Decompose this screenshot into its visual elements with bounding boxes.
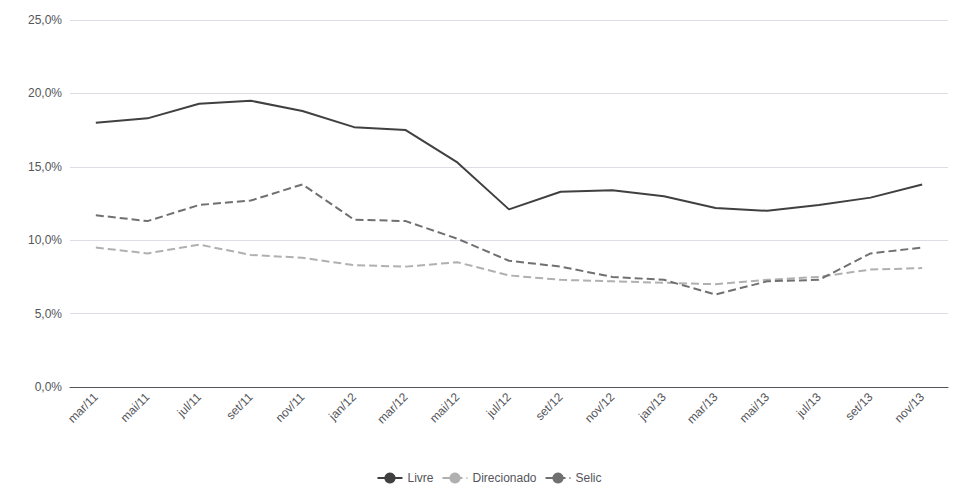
svg-text:jul/13: jul/13 <box>793 390 824 421</box>
svg-text:mar/12: mar/12 <box>374 390 411 427</box>
svg-text:20,0%: 20,0% <box>28 86 62 100</box>
svg-text:Livre: Livre <box>407 471 433 485</box>
svg-text:set/11: set/11 <box>223 390 256 423</box>
svg-text:10,0%: 10,0% <box>28 233 62 247</box>
svg-text:jul/12: jul/12 <box>483 390 514 421</box>
svg-text:nov/13: nov/13 <box>892 390 928 426</box>
svg-text:15,0%: 15,0% <box>28 160 62 174</box>
svg-text:mai/12: mai/12 <box>427 390 463 426</box>
svg-text:mar/13: mar/13 <box>684 390 721 427</box>
svg-text:Selic: Selic <box>576 471 602 485</box>
svg-text:5,0%: 5,0% <box>35 307 63 321</box>
svg-text:mar/11: mar/11 <box>65 390 101 426</box>
svg-text:jul/11: jul/11 <box>174 390 204 420</box>
svg-text:nov/12: nov/12 <box>582 390 618 426</box>
svg-text:mai/11: mai/11 <box>118 390 153 425</box>
svg-text:set/12: set/12 <box>533 390 566 423</box>
svg-text:nov/11: nov/11 <box>273 390 308 425</box>
svg-text:0,0%: 0,0% <box>35 380 63 394</box>
svg-text:25,0%: 25,0% <box>28 13 62 27</box>
svg-text:jan/13: jan/13 <box>635 390 669 424</box>
svg-text:mai/13: mai/13 <box>737 390 773 426</box>
svg-text:Direcionado: Direcionado <box>472 471 536 485</box>
svg-text:jan/12: jan/12 <box>325 390 359 424</box>
svg-text:set/13: set/13 <box>842 390 875 423</box>
